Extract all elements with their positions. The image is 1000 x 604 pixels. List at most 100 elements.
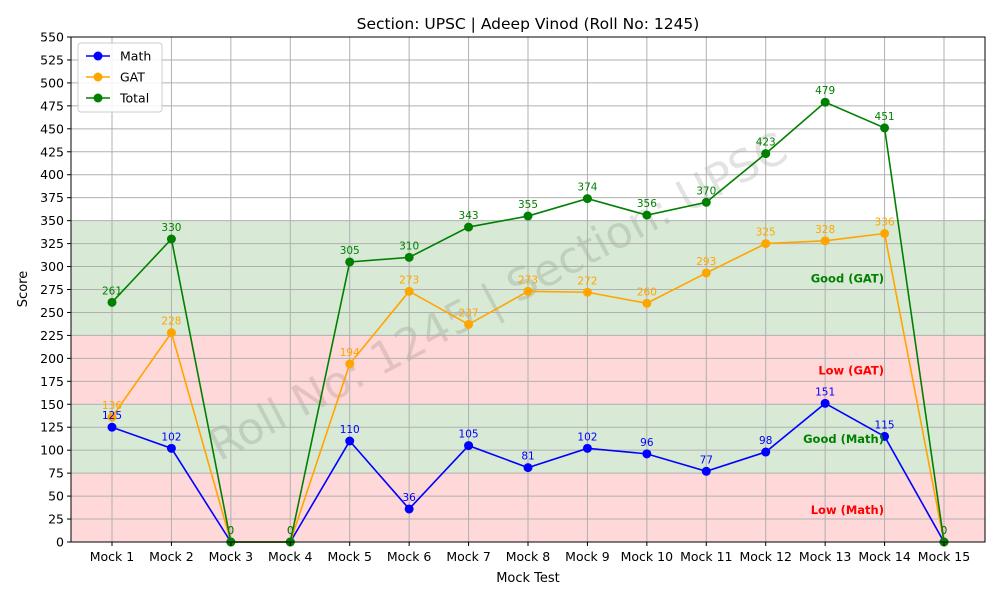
data-point-total [582, 194, 592, 204]
x-tick-label: Mock 9 [565, 549, 610, 564]
x-tick-label: Mock 11 [680, 549, 732, 564]
y-tick-label: 75 [48, 466, 64, 481]
y-tick-label: 250 [40, 305, 64, 320]
data-point-total [166, 234, 176, 244]
data-point-math [820, 398, 830, 408]
data-label-math: 151 [815, 386, 835, 398]
y-tick-label: 50 [48, 489, 64, 504]
x-tick-label: Mock 8 [506, 549, 551, 564]
x-tick-label: Mock 10 [621, 549, 673, 564]
y-tick-label: 150 [40, 397, 64, 412]
x-tick-label: Mock 7 [446, 549, 490, 564]
data-label-math: 102 [161, 431, 181, 443]
data-point-total [701, 197, 711, 207]
data-point-math [464, 441, 474, 451]
y-tick-label: 200 [40, 351, 64, 366]
data-label-gat: 273 [399, 274, 419, 286]
data-label-math: 102 [577, 431, 597, 443]
data-point-total [880, 123, 890, 133]
legend-marker-gat [93, 72, 103, 82]
data-point-total [345, 257, 355, 267]
data-point-total [642, 210, 652, 220]
data-point-gat [404, 286, 414, 296]
data-label-total: 423 [756, 137, 776, 149]
data-label-gat: 328 [815, 224, 835, 236]
data-point-math [523, 463, 533, 473]
x-tick-label: Mock 5 [327, 549, 371, 564]
data-label-total: 343 [459, 210, 479, 222]
y-tick-label: 550 [40, 30, 64, 45]
data-label-gat: 136 [102, 400, 122, 412]
data-point-math [880, 431, 890, 441]
data-label-gat: 228 [161, 316, 181, 328]
x-tick-label: Mock 13 [799, 549, 851, 564]
band-label: Low (Math) [811, 503, 884, 517]
data-point-gat [464, 319, 474, 329]
data-label-total: 479 [815, 85, 835, 97]
data-point-gat [107, 412, 117, 422]
data-point-math [404, 504, 414, 514]
axis-layer: 0 25 50 75 100 125 150 175 200 225 250 275 300 325 350… [40, 30, 970, 565]
data-label-math: 125 [102, 410, 122, 422]
y-tick-label: 225 [40, 328, 64, 343]
data-point-math [345, 436, 355, 446]
x-tick-label: Mock 6 [387, 549, 432, 564]
x-tick-label: Mock 2 [149, 549, 193, 564]
data-point-math [582, 443, 592, 453]
data-point-total [464, 222, 474, 232]
data-label-total: 261 [102, 285, 122, 297]
legend-label: Math [120, 49, 151, 64]
data-label-gat: 336 [875, 216, 895, 228]
band-label: Good (Math) [803, 432, 884, 446]
data-point-total [820, 97, 830, 107]
y-tick-label: 400 [40, 167, 64, 182]
data-point-gat [582, 287, 592, 297]
y-tick-label: 475 [40, 98, 64, 113]
data-label-gat: 272 [577, 275, 597, 287]
data-label-total: 0 [941, 525, 948, 537]
data-label-gat: 0 [941, 525, 948, 537]
data-point-math [166, 443, 176, 453]
y-tick-label: 525 [40, 52, 64, 67]
legend-label: GAT [120, 70, 145, 85]
y-tick-label: 450 [40, 121, 64, 136]
data-label-total: 451 [875, 111, 895, 123]
data-label-gat: 325 [756, 227, 776, 239]
data-label-math: 105 [459, 429, 479, 441]
data-label-math: 0 [287, 525, 294, 537]
data-label-math: 0 [941, 525, 948, 537]
data-label-math: 110 [340, 424, 360, 436]
data-label-total: 330 [161, 222, 181, 234]
data-label-total: 0 [287, 525, 294, 537]
data-label-math: 98 [759, 435, 772, 447]
data-label-gat: 0 [228, 525, 235, 537]
data-point-gat [761, 239, 771, 249]
data-label-gat: 260 [637, 286, 657, 298]
y-tick-label: 325 [40, 236, 64, 251]
data-point-gat [166, 328, 176, 338]
data-label-math: 77 [700, 454, 713, 466]
y-tick-label: 500 [40, 75, 64, 90]
x-tick-label: Mock 1 [90, 549, 134, 564]
y-tick-label: 25 [48, 512, 64, 527]
data-label-math: 115 [875, 419, 895, 431]
data-label-gat: 273 [518, 274, 538, 286]
y-tick-label: 125 [40, 420, 64, 435]
data-label-total: 0 [228, 525, 235, 537]
data-label-math: 0 [228, 525, 235, 537]
data-label-total: 305 [340, 245, 360, 257]
data-label-total: 374 [577, 182, 597, 194]
y-tick-label: 0 [56, 535, 64, 550]
data-label-gat: 0 [287, 525, 294, 537]
band-label: Good (GAT) [811, 271, 884, 285]
data-point-gat [523, 286, 533, 296]
data-label-gat: 194 [340, 347, 360, 359]
chart-title: Section: UPSC | Adeep Vinod (Roll No: 12… [357, 15, 700, 33]
data-label-math: 96 [640, 437, 654, 449]
data-point-total [404, 252, 414, 262]
data-point-gat [701, 268, 711, 278]
y-tick-label: 100 [40, 443, 64, 458]
y-tick-label: 425 [40, 144, 64, 159]
